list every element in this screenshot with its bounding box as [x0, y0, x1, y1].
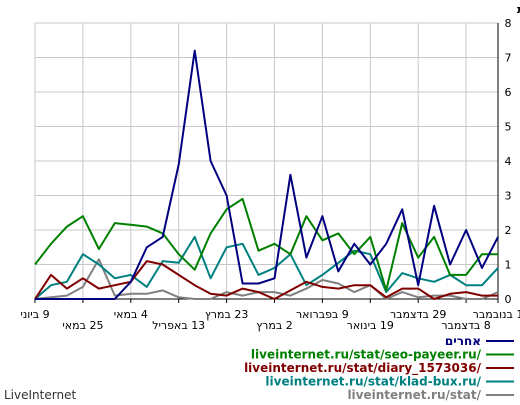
x-tick-label: 25 במאי	[62, 319, 103, 332]
y-tick-label: 0	[505, 293, 512, 306]
x-tick-label: 8 בדצמבר	[441, 319, 490, 332]
legend-label: liveinternet.ru/stat/klad-bux.ru/	[265, 375, 481, 389]
series-line	[35, 49, 499, 300]
x-tick-label: 13 באפריל	[152, 319, 205, 332]
legend-label: liveinternet.ru/stat/diary_1573036/	[244, 361, 482, 376]
y-tick-label: 4	[505, 155, 512, 168]
x-tick-label: 1 בנובמבר	[473, 308, 520, 321]
y-tick-label: 1	[505, 259, 512, 272]
x-tick-label: 29 בדצמבר	[390, 308, 446, 321]
legend-label: liveinternet.ru/stat/seo-payeer.ru/	[251, 348, 482, 362]
x-tick-label: 23 במרץ	[205, 308, 248, 321]
series-line	[34, 258, 499, 300]
x-tick-label: 19 בינואר	[347, 319, 394, 332]
y-tick-label: 5	[505, 121, 512, 134]
x-tick-label: 9 בפברואר	[296, 308, 349, 321]
x-tick-label: 9 ביוני	[20, 308, 49, 321]
y-tick-label: 7	[505, 52, 512, 65]
y-axis-label: כמות	[517, 3, 520, 16]
y-tick-label: 3	[505, 190, 512, 203]
brand-label: LiveInternet	[4, 388, 76, 402]
y-tick-label: 8	[505, 17, 512, 30]
series-line	[34, 197, 498, 292]
legend-label: liveinternet.ru/stat/	[347, 388, 481, 402]
x-tick-label: 4 במאי	[114, 308, 148, 321]
series-line	[34, 235, 499, 300]
y-tick-label: 6	[505, 86, 512, 99]
legend-label: אחרים	[445, 334, 481, 348]
series-line	[34, 260, 498, 300]
x-tick-label: 2 במרץ	[256, 319, 292, 332]
y-tick-label: 2	[505, 224, 512, 237]
